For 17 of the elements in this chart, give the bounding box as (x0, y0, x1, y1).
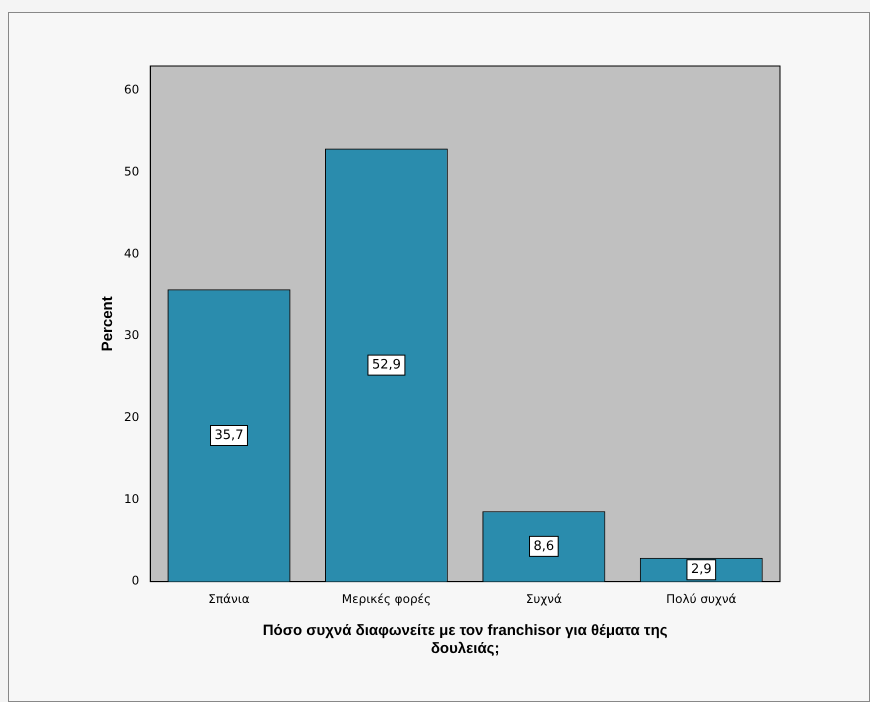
x-tick-label: Πολύ συχνά (666, 592, 737, 606)
x-tick-label: Σπάνια (208, 592, 250, 606)
y-tick-label: 40 (124, 246, 140, 260)
y-tick-label: 60 (124, 82, 140, 97)
y-tick-label: 0 (132, 574, 140, 588)
data-label: 35,7 (214, 428, 244, 443)
y-tick-label: 20 (124, 410, 140, 424)
data-label: 52,9 (372, 358, 401, 373)
y-tick-label: 10 (124, 492, 140, 506)
y-axis-title: Percent (99, 296, 116, 352)
y-tick-label: 30 (124, 328, 140, 342)
y-tick-label: 50 (124, 164, 140, 179)
data-label: 2,9 (690, 562, 712, 578)
x-tick-label: Συχνά (526, 592, 562, 606)
x-axis-title: Πόσο συχνά διαφωνείτε με τον franchisor για θέματα της δουλειάς; (262, 622, 668, 658)
x-tick-label: Μερικές φορές (342, 592, 432, 606)
data-label: 8,6 (534, 538, 554, 554)
